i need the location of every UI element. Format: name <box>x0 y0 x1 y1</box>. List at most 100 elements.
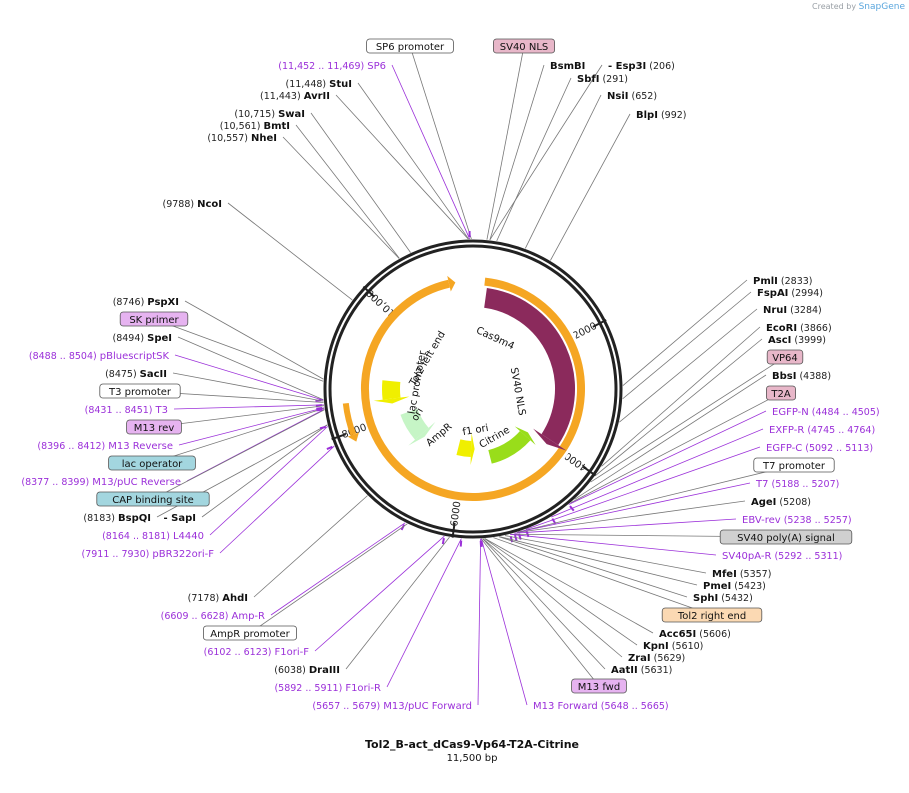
feature-box <box>119 311 189 327</box>
leader-line <box>152 409 325 500</box>
label-coordinate: (7178) <box>188 593 223 604</box>
leader-line <box>227 202 353 301</box>
leader-line <box>201 424 328 518</box>
leader-line <box>184 300 324 380</box>
label-name: pBluescriptSK <box>100 351 170 362</box>
feature-box-label: SP6 promoter <box>376 42 445 53</box>
label-name: SpeI <box>147 333 172 344</box>
label-coordinate: (5648 .. 5665) <box>598 701 669 712</box>
leader-line <box>345 536 450 670</box>
leader-line <box>391 64 471 240</box>
label-name: FspAI <box>757 288 788 299</box>
label-name: - Esp3I <box>608 61 646 72</box>
primer-label: (8164 .. 8181) L4440 <box>102 531 204 542</box>
label-coordinate: (5092 .. 5113) <box>802 443 873 454</box>
primer-label: (8396 .. 8412) M13 Reverse <box>37 441 173 452</box>
primer-label: T7 (5188 .. 5207) <box>755 479 839 490</box>
feature-box <box>126 419 182 435</box>
ring-tick-mark <box>582 466 597 477</box>
ring-tick-label: 6000 <box>449 501 463 528</box>
plasmid-name: Tol2_B-act_dCas9-Vp64-T2A-Citrine <box>365 738 579 751</box>
label-name: BbsI <box>772 371 796 382</box>
leader-line <box>570 392 782 504</box>
restriction-site-label: BsmBI <box>550 61 585 72</box>
leader-line <box>253 495 368 598</box>
label-coordinate: (8183) <box>83 513 118 524</box>
label-name: NheI <box>251 133 277 144</box>
restriction-site-label: (10,715) SwaI <box>234 109 305 120</box>
label-name: BsmBI <box>550 61 585 72</box>
leader-line <box>386 538 462 688</box>
leader-line <box>622 279 748 386</box>
citrine-arc <box>488 430 531 464</box>
restriction-site-label: KpnI (5610) <box>643 641 703 652</box>
leader-line <box>270 522 406 616</box>
leader-line <box>178 407 325 446</box>
feature-label: Tol2 left end <box>407 330 448 389</box>
label-name: Amp-R <box>232 611 266 622</box>
leader-line <box>601 326 761 467</box>
label-name: SacII <box>140 369 167 380</box>
label-name: - SapI <box>164 513 196 524</box>
label-coordinate: (3999) <box>791 335 826 346</box>
label-coordinate: (6038) <box>274 665 309 676</box>
restriction-site-label: (11,443) AvrII <box>260 91 330 102</box>
leader-line <box>249 523 408 634</box>
primer-label: (8488 .. 8504) pBluescriptSK <box>29 351 170 362</box>
leader-line <box>484 538 654 634</box>
label-coordinate: (8431 .. 8451) <box>85 405 156 416</box>
feature-box-label: SV40 NLS <box>500 42 549 53</box>
feature-box <box>766 385 797 401</box>
label-name: L4440 <box>173 531 204 542</box>
leader-line <box>516 500 746 533</box>
leader-line <box>595 338 763 476</box>
feature-box <box>202 625 297 641</box>
label-name: AgeI <box>751 497 776 508</box>
leader-line <box>310 112 411 253</box>
leader-line <box>568 410 767 505</box>
feature-box <box>366 38 454 54</box>
plasmid-size: 11,500 bp <box>447 753 498 764</box>
label-name: AvrII <box>304 91 330 102</box>
label-coordinate: (5357) <box>737 569 772 580</box>
primer-site-mark <box>316 408 323 412</box>
leader-line <box>409 45 472 240</box>
primer-label: M13 Forward (5648 .. 5665) <box>533 701 669 712</box>
label-name: EGFP-C <box>766 443 802 454</box>
feature-box-label: VP64 <box>772 353 798 364</box>
restriction-site-label: (10,557) NheI <box>207 133 277 144</box>
leader-line <box>518 482 751 533</box>
label-name: EGFP-N <box>772 407 809 418</box>
label-coordinate: (8377 .. 8399) <box>21 477 92 488</box>
label-name: T7 <box>755 479 768 490</box>
label-coordinate: (5188 .. 5207) <box>768 479 839 490</box>
label-coordinate: (8396 .. 8412) <box>37 441 108 452</box>
label-name: AatII <box>611 665 638 676</box>
label-name: F1ori-R <box>345 683 381 694</box>
restriction-site-label: EcoRI (3866) <box>766 323 832 334</box>
primer-label: EGFP-C (5092 .. 5113) <box>766 443 873 454</box>
ring-tick-mark <box>362 285 376 298</box>
cas9m4-arc <box>483 287 575 446</box>
snapgene-credit: Created by SnapGene <box>812 2 905 12</box>
feature-box-label: M13 fwd <box>578 682 620 693</box>
restriction-site-label: NsiI (652) <box>607 91 657 102</box>
label-coordinate: (10,715) <box>234 109 278 120</box>
restriction-site-label: (10,561) BmtI <box>220 121 290 132</box>
label-coordinate: (5423) <box>731 581 766 592</box>
label-name: NruI <box>763 305 787 316</box>
white-guide <box>488 275 588 503</box>
label-name: MfeI <box>712 569 737 580</box>
leader-line <box>499 536 698 586</box>
feature-box-label: T2A <box>770 389 790 400</box>
label-name: BlpI <box>636 110 658 121</box>
label-name: F1ori-F <box>275 647 310 658</box>
feature-box-label: SK primer <box>129 315 179 326</box>
primer-label: SV40pA-R (5292 .. 5311) <box>722 551 842 562</box>
label-coordinate: (10,557) <box>207 133 251 144</box>
label-name: AhdI <box>222 593 248 604</box>
feature-box-label: Tol2 right end <box>677 611 746 622</box>
orange-feature-inner-head <box>347 432 359 442</box>
restriction-site-label: SphI (5432) <box>693 593 753 604</box>
